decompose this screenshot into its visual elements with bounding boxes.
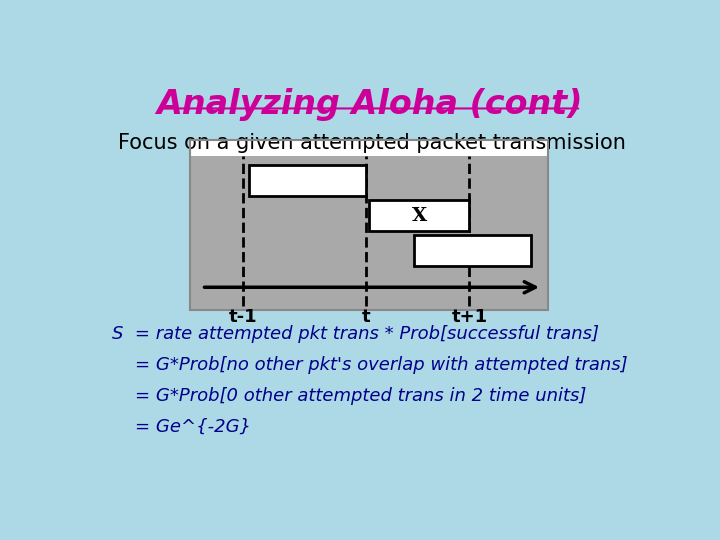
Bar bbox=[190, 156, 547, 310]
Bar bbox=[249, 165, 366, 196]
Bar bbox=[369, 200, 469, 231]
Bar bbox=[190, 140, 547, 156]
Text: S  = rate attempted pkt trans * Prob[successful trans]: S = rate attempted pkt trans * Prob[succ… bbox=[112, 325, 599, 343]
Text: = Ge^{-2G}: = Ge^{-2G} bbox=[112, 418, 251, 436]
Text: = G*Prob[0 other attempted trans in 2 time units]: = G*Prob[0 other attempted trans in 2 ti… bbox=[112, 387, 587, 405]
Bar bbox=[190, 140, 547, 310]
Text: t+1: t+1 bbox=[451, 308, 487, 326]
Text: t-1: t-1 bbox=[229, 308, 258, 326]
Bar bbox=[414, 235, 531, 266]
Text: Analyzing Aloha (cont): Analyzing Aloha (cont) bbox=[156, 87, 582, 120]
Text: X: X bbox=[412, 206, 427, 225]
Text: t: t bbox=[362, 308, 371, 326]
Text: Focus on a given attempted packet transmission: Focus on a given attempted packet transm… bbox=[118, 133, 626, 153]
Text: = G*Prob[no other pkt's overlap with attempted trans]: = G*Prob[no other pkt's overlap with att… bbox=[112, 356, 628, 374]
